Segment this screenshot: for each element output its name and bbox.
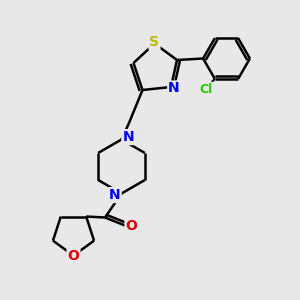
Text: O: O <box>125 219 137 233</box>
Text: N: N <box>168 82 180 95</box>
Text: N: N <box>122 130 134 144</box>
Text: Cl: Cl <box>199 83 212 96</box>
Text: S: S <box>149 35 160 49</box>
Text: N: N <box>109 188 121 202</box>
Text: O: O <box>68 249 80 262</box>
